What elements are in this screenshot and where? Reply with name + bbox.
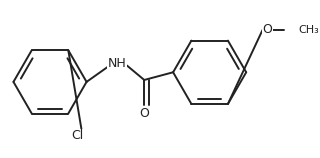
Text: O: O [139, 107, 149, 120]
Text: NH: NH [108, 57, 127, 70]
Text: O: O [262, 23, 272, 36]
Text: CH₃: CH₃ [298, 25, 319, 35]
Text: Cl: Cl [71, 129, 83, 142]
